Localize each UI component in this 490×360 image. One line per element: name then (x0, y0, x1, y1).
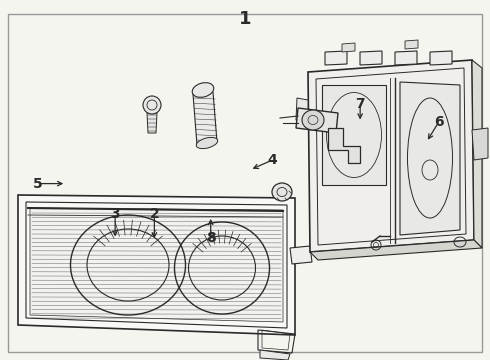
Polygon shape (147, 113, 157, 133)
Ellipse shape (302, 110, 324, 130)
Text: 5: 5 (33, 177, 43, 190)
Polygon shape (296, 108, 338, 133)
Ellipse shape (272, 183, 292, 201)
Polygon shape (308, 60, 474, 252)
Polygon shape (395, 51, 417, 65)
Polygon shape (342, 43, 355, 52)
Text: 2: 2 (149, 207, 159, 221)
Polygon shape (472, 60, 482, 248)
Text: 7: 7 (355, 98, 365, 111)
Polygon shape (430, 51, 452, 65)
Text: 4: 4 (267, 153, 277, 167)
Polygon shape (296, 98, 308, 122)
Ellipse shape (143, 96, 161, 114)
Polygon shape (18, 195, 295, 335)
Polygon shape (290, 246, 312, 264)
Polygon shape (310, 240, 482, 260)
Polygon shape (405, 40, 418, 49)
Polygon shape (193, 92, 217, 145)
Polygon shape (325, 51, 347, 65)
Polygon shape (260, 350, 290, 360)
Polygon shape (328, 128, 360, 163)
Polygon shape (322, 85, 386, 185)
Ellipse shape (192, 83, 214, 97)
Polygon shape (30, 208, 283, 322)
Text: 8: 8 (206, 231, 216, 244)
Text: 6: 6 (434, 116, 443, 129)
Polygon shape (472, 128, 488, 160)
Polygon shape (400, 82, 460, 235)
Polygon shape (360, 51, 382, 65)
Ellipse shape (196, 138, 218, 149)
Text: 3: 3 (110, 207, 120, 221)
Text: 1: 1 (239, 10, 251, 28)
